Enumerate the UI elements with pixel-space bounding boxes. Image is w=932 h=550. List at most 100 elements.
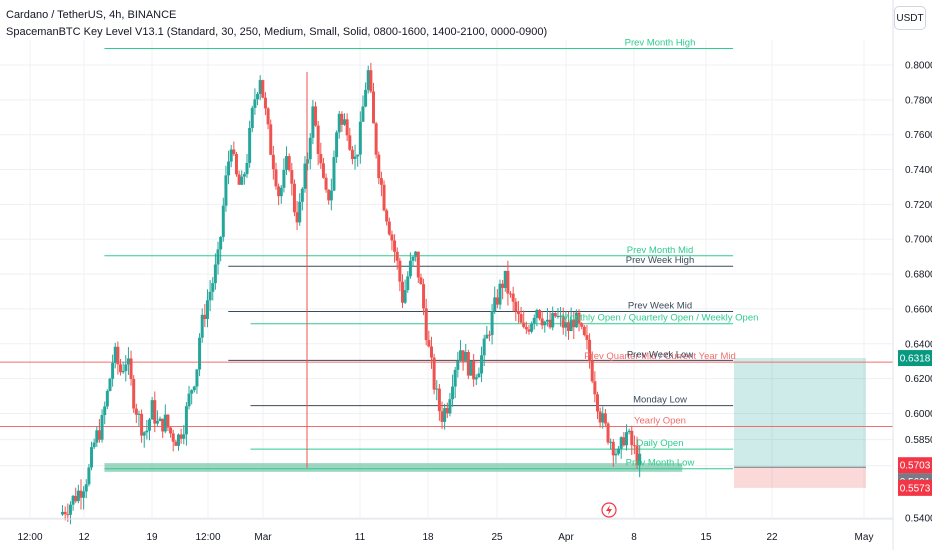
candle-body — [308, 137, 312, 160]
candle-body — [619, 437, 623, 449]
candle-body — [548, 319, 552, 328]
candle-body — [611, 441, 615, 456]
candle-body — [182, 434, 186, 439]
candle-body — [298, 201, 302, 223]
candle-body — [248, 127, 252, 163]
x-tick-label: 22 — [766, 532, 778, 543]
candle-body — [66, 514, 70, 516]
candle-body — [303, 163, 307, 189]
candle-body — [377, 154, 381, 179]
candle-body — [190, 390, 194, 394]
x-tick-label: 12:00 — [195, 532, 220, 543]
candle-body — [234, 154, 238, 175]
candle-body — [422, 284, 426, 309]
candle-body — [161, 418, 165, 432]
candle-body — [61, 511, 65, 515]
x-tick-label: 8 — [631, 532, 637, 543]
candle-body — [511, 293, 515, 302]
candle-body — [559, 315, 563, 317]
x-tick-label: 11 — [355, 532, 366, 543]
candle-body — [108, 378, 112, 391]
candle-body — [437, 388, 441, 412]
candle-body — [448, 399, 452, 414]
indicator-label[interactable]: SpacemanBTC Key Level V13.1 (Standard, 3… — [6, 26, 548, 38]
level-label-2: Prev Week High — [626, 255, 694, 266]
candle-body — [121, 370, 125, 373]
candle-body — [213, 264, 217, 284]
candle-body — [227, 161, 231, 176]
candle-body — [76, 490, 80, 502]
candle-body — [567, 322, 571, 332]
candle-body — [79, 490, 83, 498]
candle-body — [269, 124, 273, 155]
candle-body — [111, 362, 115, 379]
candle-body — [198, 337, 202, 370]
candle-body — [524, 327, 528, 330]
candle-body — [290, 170, 294, 184]
candle-body — [311, 106, 315, 138]
candle-body — [256, 93, 260, 100]
currency-button[interactable]: USDT — [894, 6, 926, 30]
candle-body — [90, 447, 94, 468]
candle-body — [171, 433, 175, 442]
candle-body — [451, 386, 455, 400]
candle-body — [232, 149, 236, 155]
candle-body — [490, 311, 494, 336]
candle-body — [614, 453, 618, 456]
loss-zone — [734, 467, 866, 488]
candle-body — [574, 312, 578, 328]
candle-body — [390, 234, 394, 241]
level-label-10: Prev Month Low — [626, 458, 695, 469]
candle-body — [271, 154, 275, 170]
candle-body — [324, 177, 328, 190]
lightning-icon — [601, 502, 617, 518]
candle-body — [250, 107, 254, 128]
candle-body — [103, 406, 107, 416]
candle-body — [572, 319, 576, 328]
candle-body — [155, 420, 159, 424]
candle-body — [287, 156, 291, 171]
candle-body — [369, 70, 373, 92]
candle-body — [203, 314, 207, 320]
candle-body — [211, 283, 215, 292]
candle-body — [327, 189, 331, 201]
candle-body — [205, 300, 209, 320]
candle-body — [350, 149, 354, 159]
candle-body — [371, 91, 375, 124]
candle-body — [624, 432, 628, 446]
candle-body — [635, 445, 639, 466]
candle-body — [200, 314, 204, 338]
candle-body — [400, 281, 404, 303]
candle-body — [632, 445, 636, 447]
candle-body — [582, 326, 586, 335]
candle-body — [95, 430, 99, 443]
candle-body — [229, 149, 233, 162]
candle-body — [184, 406, 188, 435]
candle-body — [477, 373, 481, 378]
candle-body — [469, 360, 473, 376]
candle-body — [68, 504, 72, 515]
level-label-6: Prev Week Low — [627, 349, 693, 360]
candle-body — [174, 441, 178, 446]
candle-body — [221, 205, 225, 237]
candle-body — [258, 80, 262, 94]
level-label-5: Prev Quarter Mid / Current Year Mid — [584, 351, 736, 362]
candle-body — [129, 358, 133, 379]
candle-body — [435, 388, 439, 390]
candle-body — [356, 154, 360, 157]
stop-price-tag: 0.5573 — [900, 483, 931, 494]
candle-body — [266, 108, 270, 125]
candle-body — [443, 408, 447, 422]
candle-body — [385, 210, 389, 222]
x-tick-label: 18 — [422, 532, 434, 543]
candle-body — [543, 321, 547, 326]
candle-body — [321, 163, 325, 178]
candle-body — [116, 346, 120, 365]
target-price-tag-bg — [898, 350, 932, 367]
candle-body — [445, 408, 449, 414]
candle-body — [408, 260, 412, 277]
